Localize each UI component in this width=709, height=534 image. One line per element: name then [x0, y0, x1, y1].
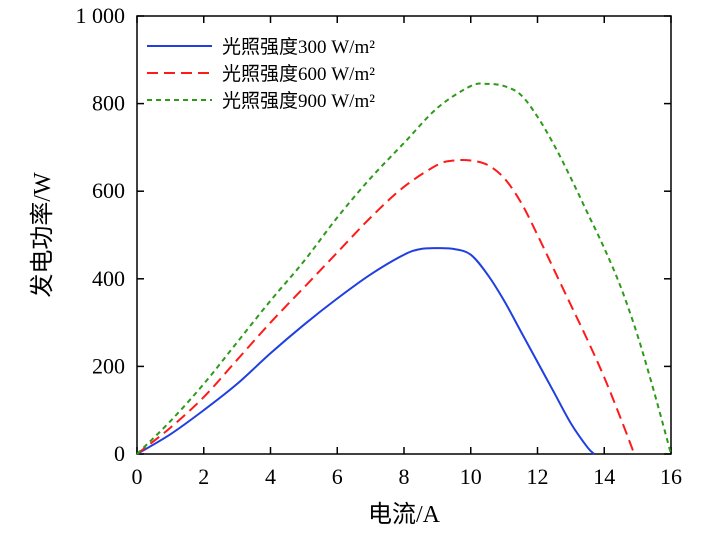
x-tick-label: 12: [527, 464, 549, 489]
x-tick-label: 10: [460, 464, 482, 489]
y-tick-label: 0: [114, 441, 125, 466]
axis-ticks: 0 2 4 6 8 10 12 14 16 0 200 400 600 800 1 000: [76, 3, 683, 489]
y-tick-label: 1 000: [76, 3, 126, 28]
series-line-2: [136, 158, 636, 455]
y-axis-title: 发电功率/W: [29, 172, 56, 298]
series-layer: [136, 82, 672, 455]
legend-label-3: 光照强度900 W/m²: [222, 90, 375, 112]
x-tick-label: 8: [399, 464, 410, 489]
y-tick-label: 600: [92, 178, 125, 203]
x-axis-title: 电流/A: [368, 501, 441, 528]
x-tick-label: 14: [593, 464, 615, 489]
plot-area-frame: [136, 15, 672, 455]
series-line-1: [136, 247, 595, 455]
legend-label-2: 光照强度600 W/m²: [222, 63, 375, 85]
legend: 光照强度300 W/m² 光照强度600 W/m² 光照强度900 W/m²: [147, 36, 375, 112]
y-tick-label: 800: [92, 91, 125, 116]
x-tick-label: 0: [132, 464, 143, 489]
y-tick-label: 200: [92, 353, 125, 378]
series-line-3: [136, 82, 672, 455]
y-tick-label: 400: [92, 266, 125, 291]
x-tick-label: 2: [198, 464, 209, 489]
x-tick-label: 16: [660, 464, 682, 489]
x-tick-label: 4: [265, 464, 276, 489]
legend-label-1: 光照强度300 W/m²: [222, 36, 375, 58]
x-tick-label: 6: [332, 464, 343, 489]
